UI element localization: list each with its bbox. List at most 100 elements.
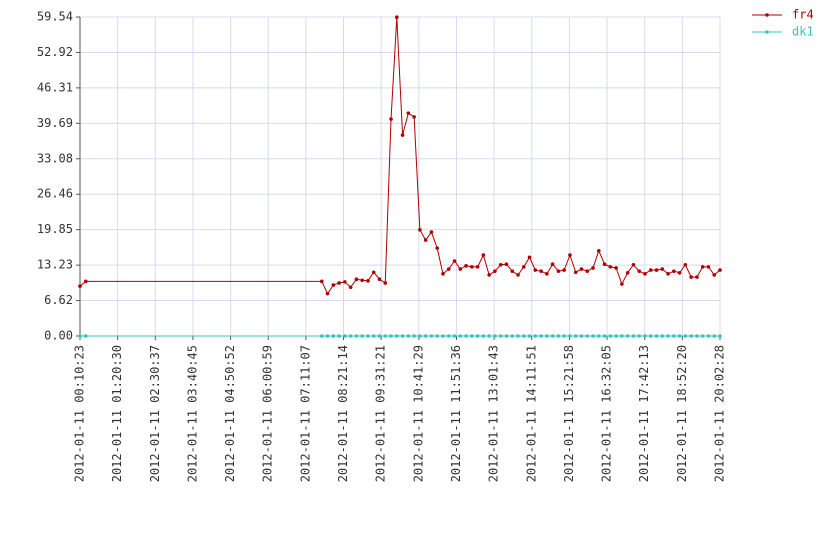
data-point [83, 279, 88, 284]
data-point [78, 334, 82, 338]
data-point [452, 334, 457, 338]
data-point [337, 281, 341, 285]
data-point [354, 334, 359, 338]
y-tick-label: 19.85 [37, 222, 73, 236]
data-point [371, 334, 376, 338]
x-tick-label: 2012-01-11 15:21:58 [562, 345, 576, 482]
data-point [706, 334, 711, 338]
data-point [400, 334, 405, 338]
data-point [637, 334, 642, 338]
x-tick-label: 2012-01-11 09:31:21 [374, 345, 388, 482]
data-point [660, 267, 665, 271]
data-point [718, 334, 722, 338]
data-point [343, 334, 347, 338]
data-point [331, 283, 336, 287]
data-point [689, 334, 693, 338]
x-tick-label: 2012-01-11 07:11:07 [298, 345, 312, 482]
x-tick-label: 2012-01-11 11:51:36 [449, 345, 463, 482]
y-tick-label: 39.69 [37, 116, 73, 130]
data-point [545, 272, 549, 276]
legend-label: dk1 [792, 25, 814, 39]
data-point [366, 279, 370, 283]
data-point [654, 268, 659, 272]
data-point [481, 334, 486, 338]
data-point [493, 269, 497, 273]
data-point [504, 334, 509, 338]
data-point [423, 334, 428, 338]
data-point [585, 269, 590, 273]
data-point [406, 334, 411, 338]
data-point [620, 282, 624, 286]
data-point [348, 334, 353, 338]
data-point [510, 334, 515, 338]
data-point [325, 291, 330, 296]
data-point [718, 268, 722, 272]
data-point [550, 334, 555, 338]
data-point [556, 334, 561, 338]
y-tick-label: 33.08 [37, 151, 73, 165]
data-point [383, 281, 388, 285]
x-tick-label: 2012-01-11 08:21:14 [336, 345, 350, 482]
data-point [458, 334, 463, 338]
data-point [377, 277, 382, 282]
data-point [498, 262, 503, 267]
data-point [504, 262, 509, 267]
data-point [683, 262, 688, 267]
data-point [78, 284, 82, 288]
data-point [470, 265, 474, 269]
y-tick-label: 59.54 [37, 10, 73, 24]
data-point [648, 268, 653, 272]
x-tick-label: 2012-01-11 16:32:05 [600, 345, 614, 482]
x-tick-label: 2012-01-11 13:01:43 [487, 345, 501, 482]
data-point [464, 334, 468, 338]
legend-label: fr4 [792, 8, 814, 22]
data-point [568, 334, 572, 338]
data-point [319, 334, 324, 338]
data-point [672, 334, 676, 338]
x-tick-label: 2012-01-11 10:41:29 [411, 345, 425, 482]
x-tick-label: 2012-01-11 17:42:13 [637, 345, 651, 482]
data-point [666, 334, 670, 338]
data-point [383, 334, 388, 338]
data-point [527, 334, 532, 338]
data-point [533, 268, 538, 272]
data-point [371, 270, 376, 275]
data-point [666, 272, 670, 276]
data-point [591, 334, 595, 338]
data-point [533, 334, 538, 338]
x-tick-label: 2012-01-11 14:11:51 [524, 345, 538, 482]
data-point [446, 267, 451, 271]
data-point [360, 334, 364, 338]
data-point [395, 15, 399, 20]
series-line [79, 17, 721, 295]
data-point [360, 278, 364, 283]
data-point [521, 334, 526, 338]
data-point [354, 277, 359, 282]
data-point [435, 246, 440, 250]
data-point [608, 265, 613, 269]
data-point [516, 273, 520, 277]
data-point [620, 334, 624, 338]
data-point [418, 334, 422, 338]
x-tick-label: 2012-01-11 20:02:28 [713, 345, 727, 482]
data-point [625, 334, 630, 338]
data-point [706, 265, 711, 269]
data-point [712, 334, 717, 338]
data-point [377, 334, 382, 338]
data-point [562, 334, 566, 338]
data-point [510, 269, 515, 273]
y-tick-label: 46.31 [37, 80, 73, 94]
data-point [712, 273, 717, 277]
data-point [643, 272, 647, 276]
data-point [487, 334, 491, 338]
data-point [608, 334, 613, 338]
y-tick-label: 26.46 [37, 187, 73, 201]
data-point [389, 117, 393, 121]
data-point [441, 272, 445, 276]
data-point [395, 334, 399, 338]
data-point [406, 111, 411, 115]
data-point [550, 262, 555, 267]
data-point [700, 334, 705, 338]
data-point [700, 265, 705, 269]
